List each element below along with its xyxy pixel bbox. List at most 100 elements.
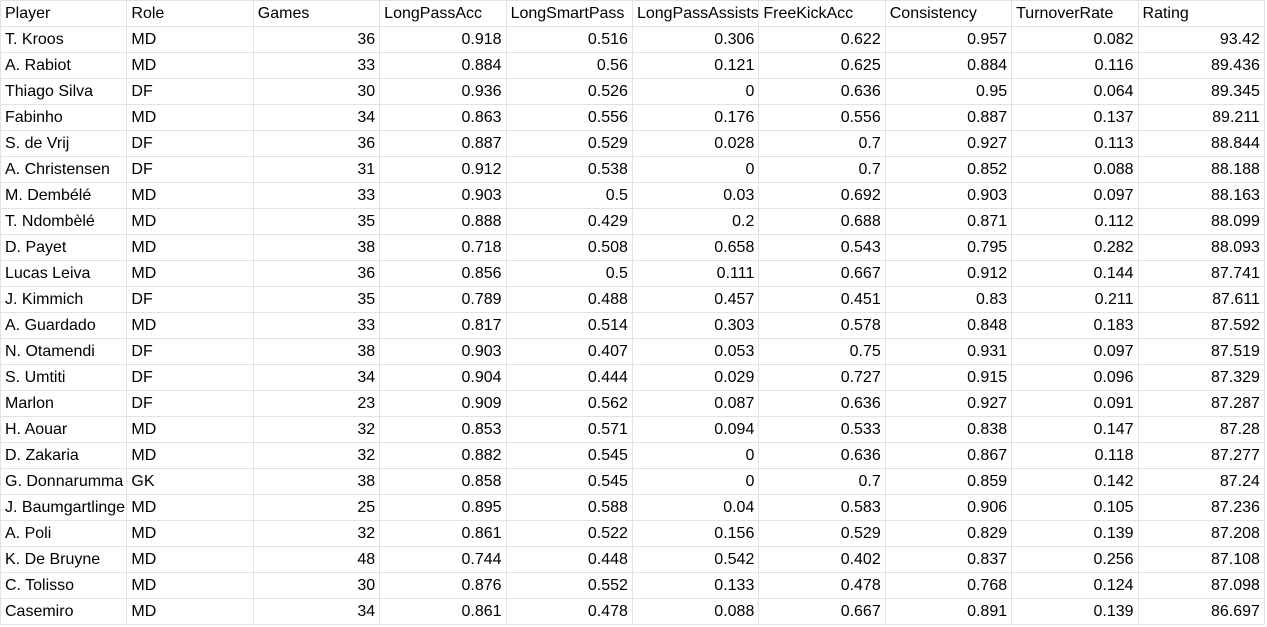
cell-long-pass-acc[interactable]: 0.903: [379, 182, 507, 209]
cell-turnover-rate[interactable]: 0.144: [1011, 260, 1139, 287]
cell-long-smart-pass[interactable]: 0.448: [505, 546, 633, 573]
cell-role[interactable]: DF: [126, 78, 254, 105]
cell-long-smart-pass[interactable]: 0.508: [505, 234, 633, 261]
cell-role[interactable]: MD: [126, 104, 254, 131]
cell-long-pass-acc[interactable]: 0.858: [379, 468, 507, 495]
cell-turnover-rate[interactable]: 0.124: [1011, 572, 1139, 599]
cell-long-pass-acc[interactable]: 0.718: [379, 234, 507, 261]
cell-long-pass-assists[interactable]: 0: [631, 442, 760, 469]
cell-long-pass-acc[interactable]: 0.882: [379, 442, 507, 469]
cell-player[interactable]: D. Zakaria: [0, 442, 128, 469]
cell-long-pass-assists[interactable]: 0.133: [631, 572, 760, 599]
cell-long-pass-acc[interactable]: 0.887: [379, 130, 507, 157]
cell-rating[interactable]: 89.211: [1137, 104, 1265, 131]
cell-games[interactable]: 36: [252, 130, 381, 157]
cell-long-pass-assists[interactable]: 0.029: [631, 364, 760, 391]
cell-consistency[interactable]: 0.795: [884, 234, 1013, 261]
cell-games[interactable]: 34: [252, 104, 381, 131]
cell-games[interactable]: 32: [252, 416, 381, 443]
cell-games[interactable]: 30: [252, 78, 381, 105]
cell-games[interactable]: 30: [252, 572, 381, 599]
cell-long-pass-acc[interactable]: 0.856: [379, 260, 507, 287]
cell-player[interactable]: Casemiro: [0, 598, 128, 625]
cell-games[interactable]: 33: [252, 52, 381, 79]
cell-player[interactable]: H. Aouar: [0, 416, 128, 443]
cell-role[interactable]: MD: [126, 442, 254, 469]
cell-free-kick-acc[interactable]: 0.75: [758, 338, 886, 365]
cell-long-smart-pass[interactable]: 0.538: [505, 156, 633, 183]
cell-free-kick-acc[interactable]: 0.667: [758, 260, 886, 287]
cell-consistency[interactable]: 0.903: [884, 182, 1013, 209]
cell-turnover-rate[interactable]: 0.211: [1011, 286, 1139, 313]
cell-free-kick-acc[interactable]: 0.636: [758, 78, 886, 105]
header-cell-turnover-rate[interactable]: TurnoverRate: [1011, 0, 1139, 27]
cell-player[interactable]: M. Dembélé: [0, 182, 128, 209]
cell-long-pass-acc[interactable]: 0.853: [379, 416, 507, 443]
cell-rating[interactable]: 87.592: [1137, 312, 1265, 339]
header-cell-free-kick-acc[interactable]: FreeKickAcc: [758, 0, 886, 27]
cell-free-kick-acc[interactable]: 0.583: [758, 494, 886, 521]
cell-long-pass-assists[interactable]: 0: [631, 156, 760, 183]
cell-consistency[interactable]: 0.931: [884, 338, 1013, 365]
cell-long-pass-assists[interactable]: 0.028: [631, 130, 760, 157]
cell-long-pass-acc[interactable]: 0.817: [379, 312, 507, 339]
cell-turnover-rate[interactable]: 0.097: [1011, 338, 1139, 365]
cell-long-pass-assists[interactable]: 0: [631, 78, 760, 105]
cell-long-smart-pass[interactable]: 0.516: [505, 26, 633, 53]
cell-free-kick-acc[interactable]: 0.625: [758, 52, 886, 79]
cell-long-pass-assists[interactable]: 0.087: [631, 390, 760, 417]
cell-free-kick-acc[interactable]: 0.636: [758, 442, 886, 469]
cell-consistency[interactable]: 0.838: [884, 416, 1013, 443]
cell-long-pass-acc[interactable]: 0.861: [379, 520, 507, 547]
cell-player[interactable]: A. Rabiot: [0, 52, 128, 79]
cell-role[interactable]: MD: [126, 312, 254, 339]
cell-free-kick-acc[interactable]: 0.667: [758, 598, 886, 625]
cell-games[interactable]: 38: [252, 234, 381, 261]
cell-free-kick-acc[interactable]: 0.636: [758, 390, 886, 417]
cell-turnover-rate[interactable]: 0.097: [1011, 182, 1139, 209]
cell-long-smart-pass[interactable]: 0.5: [505, 182, 633, 209]
cell-long-pass-assists[interactable]: 0.303: [631, 312, 760, 339]
cell-free-kick-acc[interactable]: 0.556: [758, 104, 886, 131]
cell-role[interactable]: DF: [126, 130, 254, 157]
cell-rating[interactable]: 88.188: [1137, 156, 1265, 183]
cell-long-smart-pass[interactable]: 0.407: [505, 338, 633, 365]
cell-rating[interactable]: 87.236: [1137, 494, 1265, 521]
header-cell-rating[interactable]: Rating: [1137, 0, 1265, 27]
cell-free-kick-acc[interactable]: 0.543: [758, 234, 886, 261]
cell-turnover-rate[interactable]: 0.139: [1011, 598, 1139, 625]
cell-long-smart-pass[interactable]: 0.529: [505, 130, 633, 157]
cell-rating[interactable]: 87.519: [1137, 338, 1265, 365]
cell-long-smart-pass[interactable]: 0.488: [505, 286, 633, 313]
cell-player[interactable]: N. Otamendi: [0, 338, 128, 365]
cell-free-kick-acc[interactable]: 0.692: [758, 182, 886, 209]
cell-rating[interactable]: 87.277: [1137, 442, 1265, 469]
cell-long-smart-pass[interactable]: 0.571: [505, 416, 633, 443]
cell-games[interactable]: 25: [252, 494, 381, 521]
cell-free-kick-acc[interactable]: 0.727: [758, 364, 886, 391]
header-cell-games[interactable]: Games: [252, 0, 381, 27]
cell-player[interactable]: Marlon: [0, 390, 128, 417]
cell-rating[interactable]: 87.287: [1137, 390, 1265, 417]
cell-free-kick-acc[interactable]: 0.622: [758, 26, 886, 53]
cell-long-pass-acc[interactable]: 0.912: [379, 156, 507, 183]
cell-long-smart-pass[interactable]: 0.552: [505, 572, 633, 599]
cell-games[interactable]: 35: [252, 286, 381, 313]
cell-long-smart-pass[interactable]: 0.545: [505, 442, 633, 469]
cell-long-smart-pass[interactable]: 0.562: [505, 390, 633, 417]
cell-rating[interactable]: 88.093: [1137, 234, 1265, 261]
cell-games[interactable]: 48: [252, 546, 381, 573]
cell-long-smart-pass[interactable]: 0.429: [505, 208, 633, 235]
cell-games[interactable]: 31: [252, 156, 381, 183]
cell-long-smart-pass[interactable]: 0.526: [505, 78, 633, 105]
cell-consistency[interactable]: 0.83: [884, 286, 1013, 313]
cell-player[interactable]: G. Donnarumma: [0, 468, 128, 495]
cell-games[interactable]: 34: [252, 364, 381, 391]
cell-player[interactable]: T. Kroos: [0, 26, 128, 53]
cell-rating[interactable]: 87.329: [1137, 364, 1265, 391]
cell-games[interactable]: 33: [252, 182, 381, 209]
cell-role[interactable]: MD: [126, 208, 254, 235]
cell-consistency[interactable]: 0.852: [884, 156, 1013, 183]
cell-long-pass-acc[interactable]: 0.936: [379, 78, 507, 105]
header-cell-long-pass-acc[interactable]: LongPassAcc: [379, 0, 507, 27]
